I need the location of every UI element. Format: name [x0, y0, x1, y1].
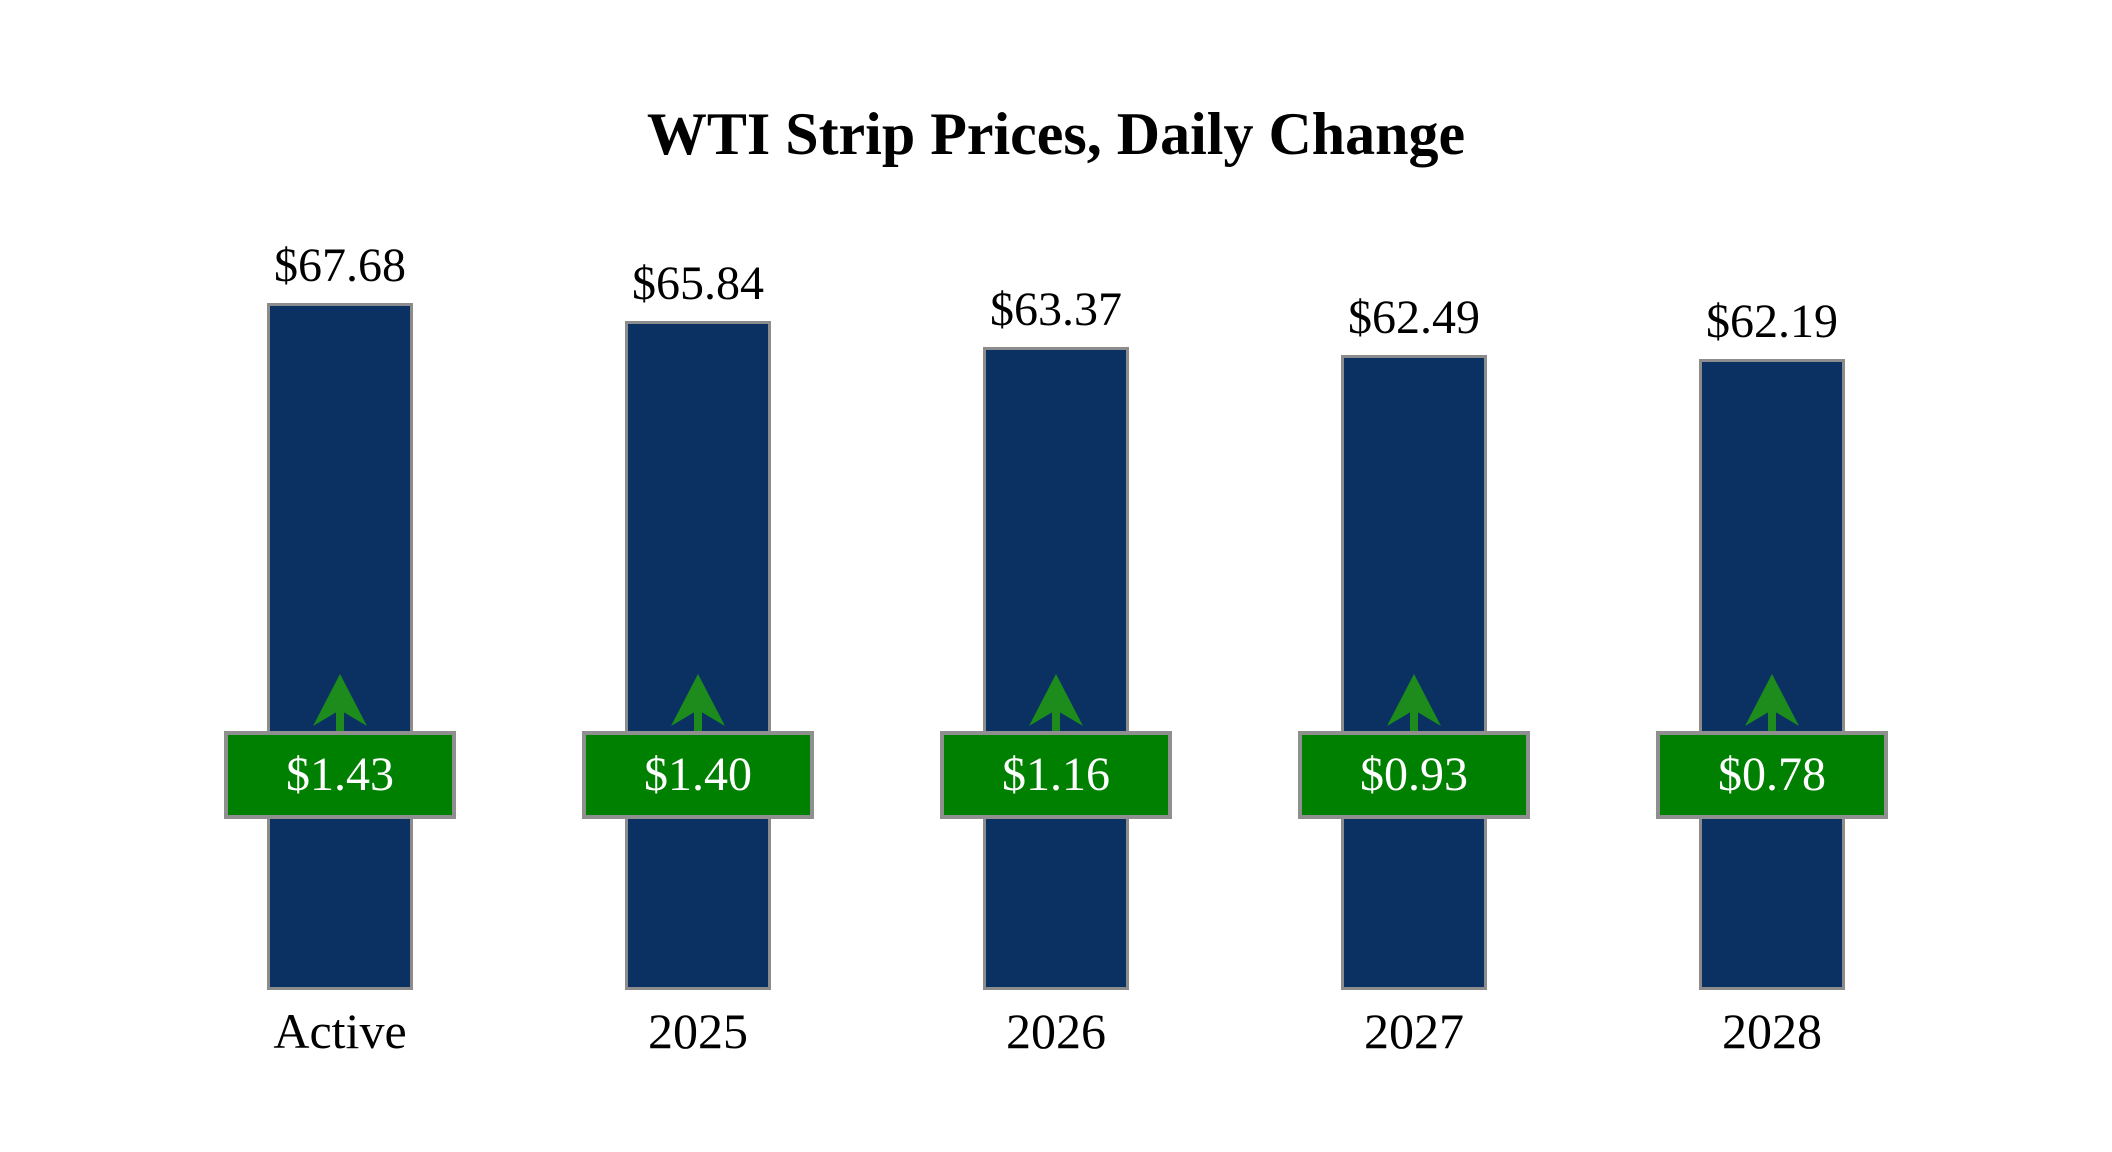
daily-change-value: $1.40	[644, 748, 752, 801]
daily-change-badge: $1.16	[940, 731, 1172, 819]
category-label: 2028	[1722, 1003, 1822, 1059]
price-label: $62.19	[1706, 294, 1838, 348]
category-label: Active	[273, 1003, 407, 1059]
category-label: 2027	[1364, 1003, 1464, 1059]
up-arrow-icon	[671, 674, 725, 732]
price-bar	[1341, 355, 1487, 990]
bar-group-2027: $62.49 $0.93 2027	[1294, 0, 1534, 1152]
category-label: 2026	[1006, 1003, 1106, 1059]
up-arrow-icon	[313, 674, 367, 732]
price-bar	[625, 321, 771, 990]
price-label: $65.84	[632, 256, 764, 310]
bar-group-2026: $63.37 $1.16 2026	[936, 0, 1176, 1152]
bar-group-2025: $65.84 $1.40 2025	[578, 0, 818, 1152]
up-arrow-icon	[1387, 674, 1441, 732]
bar-group-active: $67.68 $1.43 Active	[220, 0, 460, 1152]
daily-change-value: $0.93	[1360, 748, 1468, 801]
daily-change-badge: $0.78	[1656, 731, 1888, 819]
daily-change-badge: $1.43	[224, 731, 456, 819]
daily-change-value: $0.78	[1718, 748, 1826, 801]
up-arrow-icon	[1029, 674, 1083, 732]
price-label: $67.68	[274, 238, 406, 292]
daily-change-value: $1.43	[286, 748, 394, 801]
category-label: 2025	[648, 1003, 748, 1059]
price-label: $62.49	[1348, 290, 1480, 344]
price-label: $63.37	[990, 282, 1122, 336]
price-bar	[267, 303, 413, 990]
daily-change-value: $1.16	[1002, 748, 1110, 801]
bar-group-2028: $62.19 $0.78 2028	[1652, 0, 1892, 1152]
chart-title: WTI Strip Prices, Daily Change	[646, 101, 1466, 167]
daily-change-badge: $1.40	[582, 731, 814, 819]
price-bar	[983, 347, 1129, 990]
daily-change-badge: $0.93	[1298, 731, 1530, 819]
up-arrow-icon	[1745, 674, 1799, 732]
